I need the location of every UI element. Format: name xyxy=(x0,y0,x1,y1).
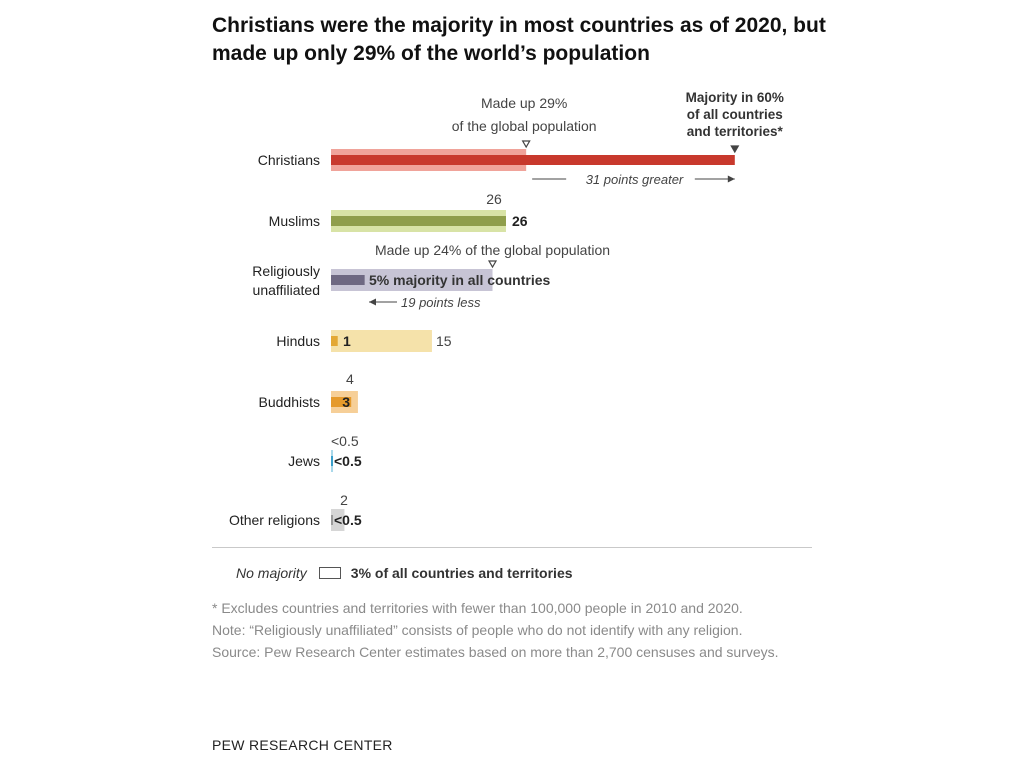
unaffiliated-majority-annotation: 5% majority in all countries xyxy=(369,272,550,288)
legend-no-majority-swatch xyxy=(318,567,341,579)
category-label-religiously-unaffiliated: Religiously xyxy=(252,263,320,279)
majority-bar-hindus xyxy=(331,336,338,346)
majority-label-muslims: 26 xyxy=(512,213,528,229)
chart-notes: * Excludes countries and territories wit… xyxy=(212,597,822,663)
christians-majority-annotation: Majority in 60% xyxy=(686,90,784,105)
category-label-buddhists: Buddhists xyxy=(259,394,320,410)
unaffiliated-diff-arrow-head xyxy=(369,298,376,306)
unaffiliated-global-marker xyxy=(487,260,498,269)
majority-label-jews: <0.5 xyxy=(334,453,362,469)
majority-bar-christians xyxy=(331,155,735,165)
christians-majority-annotation-line3: and territories* xyxy=(687,124,784,139)
christians-majority-marker xyxy=(730,145,740,154)
source-text: Source: Pew Research Center estimates ba… xyxy=(212,644,779,660)
category-label-muslims: Muslims xyxy=(269,213,320,229)
category-label-religiously-unaffiliated-line2: unaffiliated xyxy=(253,282,320,298)
majority-label-hindus: 1 xyxy=(343,333,351,349)
brand-label: PEW RESEARCH CENTER xyxy=(212,737,393,753)
global-share-label-other-religions: 2 xyxy=(340,492,348,508)
majority-bar-muslims xyxy=(331,216,506,226)
note-text: Note: “Religiously unaffiliated” consist… xyxy=(212,622,743,638)
christians-global-marker xyxy=(521,140,531,149)
divider xyxy=(212,547,812,548)
majority-bar-buddhists xyxy=(331,397,352,407)
majority-label-buddhists: 3 xyxy=(342,394,350,410)
category-label-jews: Jews xyxy=(288,453,320,469)
majority-bar-religiously-unaffiliated xyxy=(331,275,365,285)
majority-bar-other-religions xyxy=(331,515,334,525)
footnote-text: * Excludes countries and territories wit… xyxy=(212,600,743,616)
global-share-label-jews: <0.5 xyxy=(331,433,359,449)
chart-area: Christians Muslims 26 26 Religiously unaffili… xyxy=(229,90,784,531)
christians-global-annotation: Made up 29% xyxy=(481,95,567,111)
legend: No majority 3% of all countries and terr… xyxy=(236,565,573,581)
global-share-label-buddhists: 4 xyxy=(346,371,354,387)
global-share-bar-other-religions xyxy=(331,509,345,531)
global-share-bar-religiously-unaffiliated xyxy=(331,269,493,291)
christians-majority-annotation-line2: of all countries xyxy=(687,107,783,122)
global-share-label-muslims: 26 xyxy=(486,191,502,207)
christians-diff-arrow-head xyxy=(727,175,735,183)
christians-diff-annotation: 31 points greater xyxy=(586,172,684,187)
legend-no-majority-label: No majority xyxy=(236,565,307,581)
unaffiliated-diff-annotation: 19 points less xyxy=(401,295,481,310)
majority-label-other-religions: <0.5 xyxy=(334,512,362,528)
majority-bar-jews xyxy=(331,456,334,466)
christians-global-annotation-line2: of the global population xyxy=(452,118,597,134)
category-label-christians: Christians xyxy=(258,152,320,168)
unaffiliated-global-annotation: Made up 24% of the global population xyxy=(375,242,610,258)
category-label-other-religions: Other religions xyxy=(229,512,320,528)
global-share-bar-hindus xyxy=(331,330,432,352)
chart-title: Christians were the majority in most cou… xyxy=(212,14,826,65)
category-label-hindus: Hindus xyxy=(276,333,320,349)
global-share-label-hindus: 15 xyxy=(436,333,452,349)
legend-no-majority-value: 3% of all countries and territories xyxy=(350,565,573,581)
